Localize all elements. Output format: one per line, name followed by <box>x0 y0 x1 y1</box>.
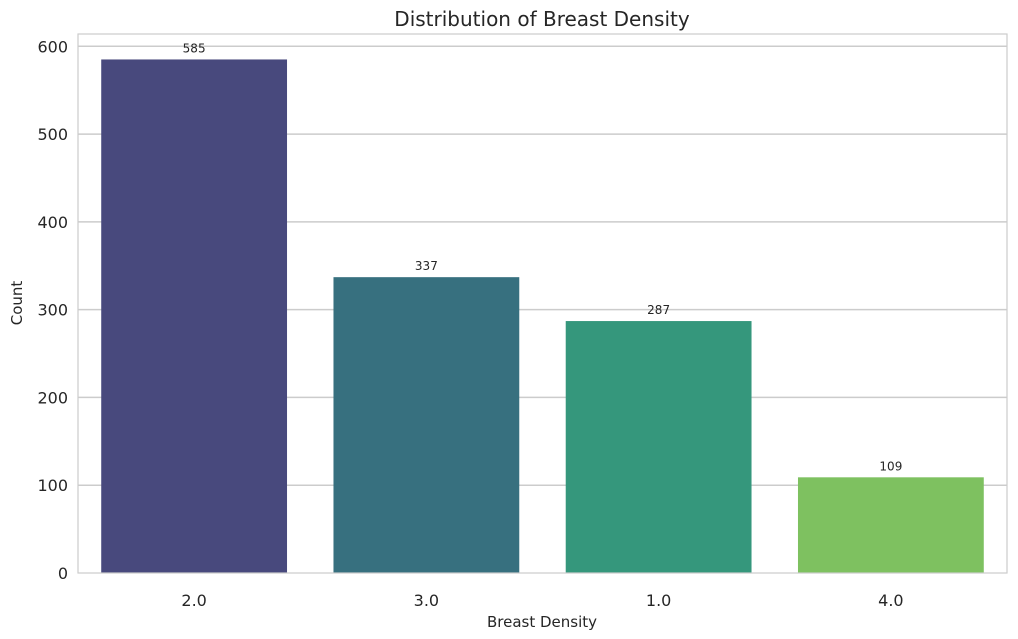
plot-frame <box>77 33 1008 574</box>
bar-3-0 <box>333 277 520 573</box>
y-tick-label: 500 <box>37 125 68 144</box>
bars <box>101 59 984 574</box>
y-tick-label: 400 <box>37 213 68 232</box>
data-label: 337 <box>415 259 438 273</box>
y-axis-ticks: 0 100 200 300 400 500 600 <box>37 37 68 583</box>
data-label: 287 <box>647 303 670 317</box>
x-tick-label: 1.0 <box>646 591 671 610</box>
bar-1-0 <box>565 321 752 573</box>
y-tick-label: 600 <box>37 37 68 56</box>
x-tick-label: 2.0 <box>181 591 206 610</box>
y-tick-label: 0 <box>58 564 68 583</box>
x-axis-ticks: 2.0 3.0 1.0 4.0 <box>181 591 903 610</box>
bar-2-0 <box>101 59 288 574</box>
chart-title: Distribution of Breast Density <box>394 7 690 31</box>
y-tick-label: 300 <box>37 301 68 320</box>
data-label: 109 <box>879 459 902 473</box>
y-axis-label: Count <box>8 281 26 326</box>
data-labels: 585 337 287 109 <box>183 41 903 473</box>
y-tick-label: 200 <box>37 388 68 407</box>
y-tick-label: 100 <box>37 476 68 495</box>
bar-4-0 <box>797 477 984 573</box>
x-tick-label: 3.0 <box>414 591 439 610</box>
x-tick-label: 4.0 <box>878 591 903 610</box>
data-label: 585 <box>183 41 206 55</box>
x-axis-label: Breast Density <box>487 613 597 631</box>
